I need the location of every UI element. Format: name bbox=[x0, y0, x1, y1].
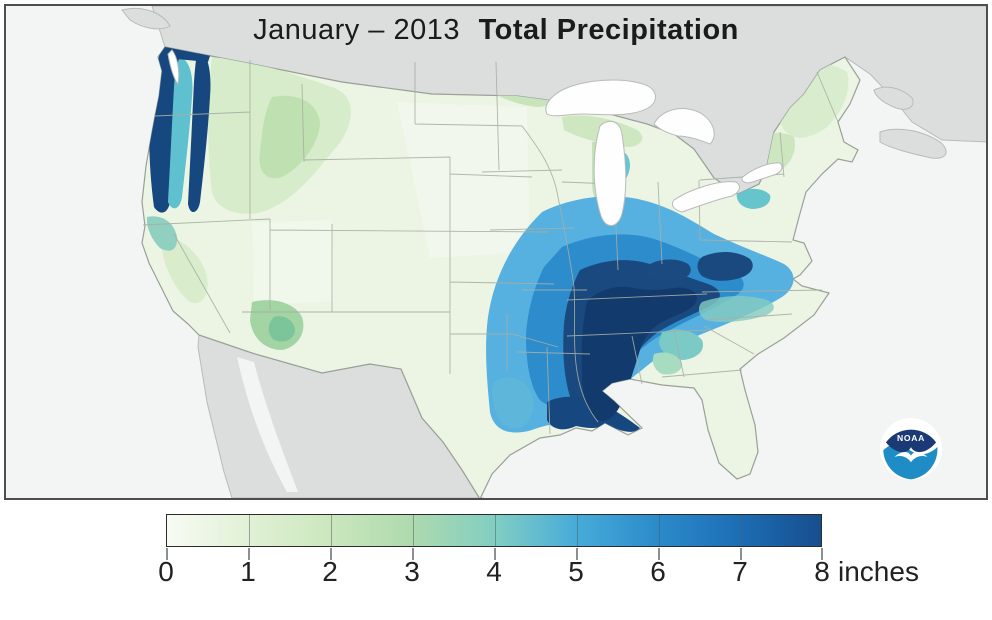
colorbar-separator bbox=[248, 515, 250, 546]
colorbar-tick bbox=[412, 548, 414, 560]
colorbar-tick bbox=[330, 548, 332, 560]
colorbar-tick-label: 5 bbox=[568, 556, 584, 587]
precipitation-overlay bbox=[146, 47, 849, 433]
title-metric: Total Precipitation bbox=[478, 14, 739, 46]
lake-superior bbox=[545, 79, 656, 117]
gulf-of-california bbox=[237, 357, 298, 492]
colorbar-separator bbox=[494, 515, 496, 546]
lake-ontario bbox=[741, 162, 783, 184]
colorbar-tick bbox=[248, 548, 250, 560]
noaa-logo: NOAA bbox=[879, 417, 943, 481]
noaa-logo-text: NOAA bbox=[897, 433, 925, 443]
title-period: January – 2013 bbox=[253, 14, 461, 46]
colorbar-separator bbox=[412, 515, 414, 546]
colorbar-tick-label: 1 bbox=[240, 556, 256, 587]
colorbar-tick-label: 7 bbox=[732, 556, 748, 587]
noaa-logo-gull-icon bbox=[894, 452, 928, 463]
colorbar-tick bbox=[658, 548, 660, 560]
lake-michigan bbox=[593, 120, 627, 226]
noaa-logo-sky bbox=[885, 429, 937, 453]
colorbar-separator bbox=[658, 515, 660, 546]
colorbar-separator bbox=[740, 515, 742, 546]
map-panel: January – 2013 Total Precipitation NOAA bbox=[4, 4, 988, 500]
noaa-logo-sea bbox=[883, 444, 938, 480]
map-title: January – 2013 Total Precipitation bbox=[6, 14, 986, 47]
lake-erie bbox=[671, 181, 740, 213]
colorbar-tick-label: 0 bbox=[158, 556, 174, 587]
colorbar-tick bbox=[166, 548, 168, 560]
colorbar bbox=[166, 514, 823, 560]
colorbar-tick bbox=[494, 548, 496, 560]
colorbar-separator bbox=[330, 515, 332, 546]
great-lakes bbox=[167, 49, 783, 226]
puget-sound bbox=[167, 49, 180, 86]
state-borders bbox=[142, 60, 839, 435]
colorbar-gradient bbox=[166, 514, 822, 547]
colorbar-tick-label: 8 bbox=[814, 556, 830, 587]
colorbar-tick-label: 2 bbox=[322, 556, 338, 587]
lake-huron bbox=[653, 108, 715, 145]
colorbar-tick bbox=[740, 548, 742, 560]
us-precipitation-map bbox=[6, 6, 986, 498]
colorbar-tick-label: 3 bbox=[404, 556, 420, 587]
colorbar-unit-label: inches bbox=[838, 556, 919, 587]
colorbar-separator bbox=[576, 515, 578, 546]
colorbar-tick-label: 6 bbox=[650, 556, 666, 587]
colorbar-tick bbox=[821, 548, 823, 560]
colorbar-tick-label: 4 bbox=[486, 556, 502, 587]
colorbar-tick bbox=[576, 548, 578, 560]
